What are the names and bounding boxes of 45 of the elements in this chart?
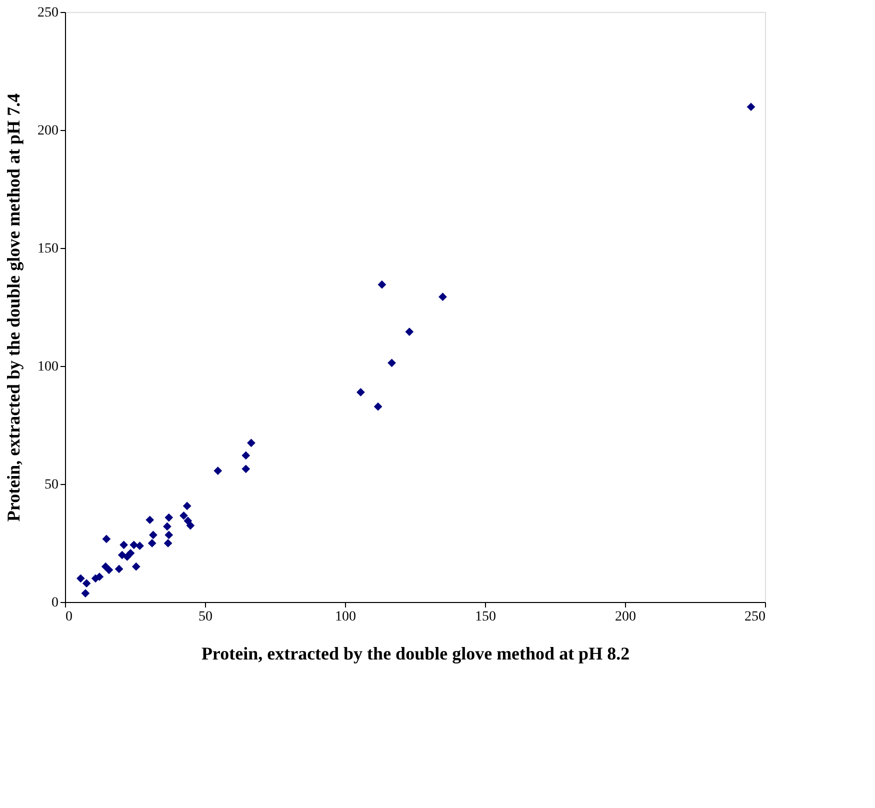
point (102, 534, 111, 544)
point (81, 589, 90, 598)
x-axis-title: Protein, extracted by the double glove method at pH 8.2 (201, 644, 630, 664)
point (242, 464, 250, 474)
point (438, 292, 447, 302)
point (148, 539, 156, 548)
point (746, 102, 756, 112)
y-tick-label: 0 (52, 596, 58, 610)
y-tick-label: 50 (44, 478, 58, 492)
x-tick-label: 250 (744, 610, 766, 624)
y-axis-title: Protein, extracted by the double glove method at pH 7.4 (4, 93, 24, 522)
point (242, 451, 250, 460)
point (114, 564, 124, 574)
point (378, 280, 386, 289)
point (132, 562, 140, 571)
point (180, 511, 188, 520)
point (126, 548, 135, 558)
point (149, 530, 158, 540)
y-tick-label: 250 (38, 6, 58, 20)
point (164, 539, 172, 548)
x-tick-label: 200 (615, 610, 636, 624)
point (374, 402, 382, 411)
y-tick-label: 200 (38, 124, 58, 138)
point (164, 513, 174, 522)
point (186, 521, 195, 530)
point (356, 388, 365, 396)
x-tick-label: 150 (475, 610, 496, 624)
point (388, 358, 396, 368)
point (120, 540, 128, 550)
point (136, 542, 144, 550)
point (146, 516, 154, 524)
point (104, 566, 114, 574)
point (76, 574, 85, 583)
point (405, 328, 414, 336)
x-tick-label: 50 (198, 610, 212, 624)
point (247, 438, 256, 448)
point (164, 530, 174, 540)
point (163, 522, 172, 531)
x-tick-label: 0 (66, 610, 72, 624)
point (214, 466, 222, 475)
y-tick-label: 150 (38, 242, 58, 256)
y-tick-label: 100 (38, 360, 58, 374)
x-tick-label: 100 (335, 610, 356, 624)
point (82, 579, 91, 588)
point (182, 502, 192, 510)
